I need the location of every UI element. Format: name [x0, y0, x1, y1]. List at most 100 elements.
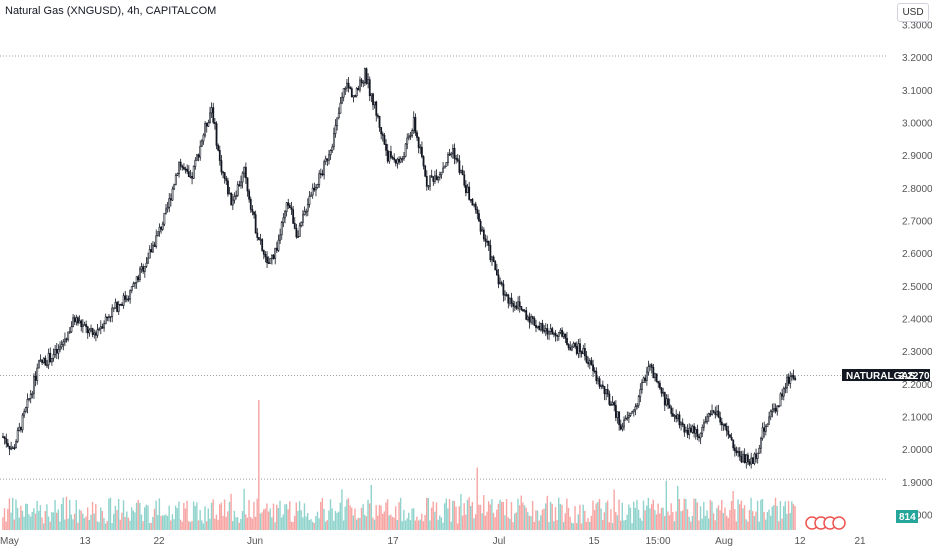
event-marker-icon: [832, 516, 846, 530]
volume-bar: [395, 506, 397, 530]
candle-body: [396, 158, 399, 164]
candle-body: [495, 269, 498, 276]
candle-body: [748, 461, 751, 465]
volume-bar: [209, 518, 211, 530]
volume-bar: [698, 520, 700, 530]
candle-body: [456, 158, 459, 162]
candle-body: [90, 328, 92, 331]
volume-bar: [461, 515, 464, 530]
volume-bar: [672, 512, 674, 530]
volume-bar: [135, 502, 138, 530]
candle-body: [613, 402, 616, 406]
volume-bar: [624, 519, 627, 530]
volume-bar: [354, 508, 356, 530]
candle-body: [101, 326, 104, 329]
volume-bar: [618, 499, 620, 530]
candle-body: [173, 184, 176, 190]
volume-bar: [471, 502, 474, 530]
candle-body: [65, 338, 68, 341]
volume-bar: [633, 501, 635, 530]
candle-body: [200, 140, 203, 147]
volume-bar: [727, 517, 729, 530]
candle-body: [407, 135, 410, 139]
volume-bar: [329, 499, 332, 530]
candle-body: [47, 352, 50, 366]
candle-body: [155, 235, 158, 247]
currency-button[interactable]: USD: [897, 3, 929, 22]
volume-bar: [707, 518, 710, 530]
candle-body: [385, 143, 387, 151]
volume-bar: [443, 503, 446, 530]
volume-bar: [773, 504, 775, 530]
volume-bar: [505, 499, 508, 530]
volume-bar: [130, 507, 133, 530]
volume-bar: [311, 521, 314, 530]
candle-body: [140, 266, 143, 270]
event-markers[interactable]: [805, 516, 846, 530]
candle-body: [298, 225, 301, 237]
candle-body: [655, 373, 658, 382]
candle-body: [44, 357, 47, 366]
volume-bar: [258, 400, 260, 530]
volume-bar: [517, 498, 519, 530]
candle-body: [323, 161, 326, 176]
volume-bar: [406, 518, 408, 530]
candle-body: [502, 283, 505, 296]
candle-body: [645, 371, 648, 381]
candle-body: [461, 170, 464, 176]
volume-bar: [747, 521, 749, 530]
volume-bar: [543, 508, 545, 530]
volume-bar: [626, 514, 628, 530]
candle-body: [269, 258, 272, 264]
candle-body: [135, 276, 138, 283]
candle-body: [455, 158, 458, 160]
candle-body: [24, 407, 27, 412]
volume-bar: [437, 519, 439, 530]
candle-body: [272, 255, 275, 259]
volume-bar: [766, 512, 769, 530]
candle-body: [59, 346, 61, 350]
volume-bar: [52, 512, 55, 530]
candle-body: [225, 178, 228, 182]
candle-body: [150, 249, 153, 253]
candle-body: [593, 370, 596, 373]
volume-bar: [29, 516, 32, 530]
price-axis[interactable]: 3.3000 3.2000 3.1000 3.0000 2.9000 2.8000 2.70…: [902, 21, 932, 522]
candle-body: [699, 432, 702, 439]
candle-body: [487, 240, 490, 246]
volume-bar: [183, 502, 185, 530]
candle-body: [117, 304, 120, 312]
candle-body: [394, 159, 397, 164]
candle-body: [704, 421, 707, 424]
candle-body: [443, 165, 446, 169]
volume-bar: [652, 499, 654, 530]
volume-bar: [111, 522, 113, 530]
candle-body: [712, 410, 715, 413]
time-axis[interactable]: May 13 22 Jun 17 Jul 15 15:00 Aug 12 21: [0, 536, 866, 547]
volume-bar: [456, 523, 459, 530]
volume-bars: [2, 400, 796, 530]
candle-body: [228, 192, 231, 195]
volume-bar: [412, 508, 415, 530]
volume-bar: [776, 505, 778, 530]
volume-bar: [293, 515, 296, 530]
candle-body: [303, 210, 306, 216]
volume-bar: [264, 508, 267, 530]
candle-body: [618, 411, 621, 426]
y-tick-label: 2.1000: [902, 413, 932, 424]
volume-bar: [429, 520, 431, 530]
x-tick-label: 13: [79, 536, 91, 547]
volume-bar: [165, 514, 167, 530]
volume-bar: [479, 504, 482, 530]
candle-body: [31, 392, 34, 395]
volume-bar: [717, 505, 720, 530]
volume-bar: [75, 500, 77, 530]
volume-bar: [297, 510, 299, 530]
volume-bar: [7, 508, 9, 530]
candle-body: [72, 317, 74, 328]
candle-body: [438, 174, 441, 178]
volume-bar: [758, 521, 760, 530]
candle-body: [368, 79, 371, 97]
volume-bar: [729, 510, 731, 530]
